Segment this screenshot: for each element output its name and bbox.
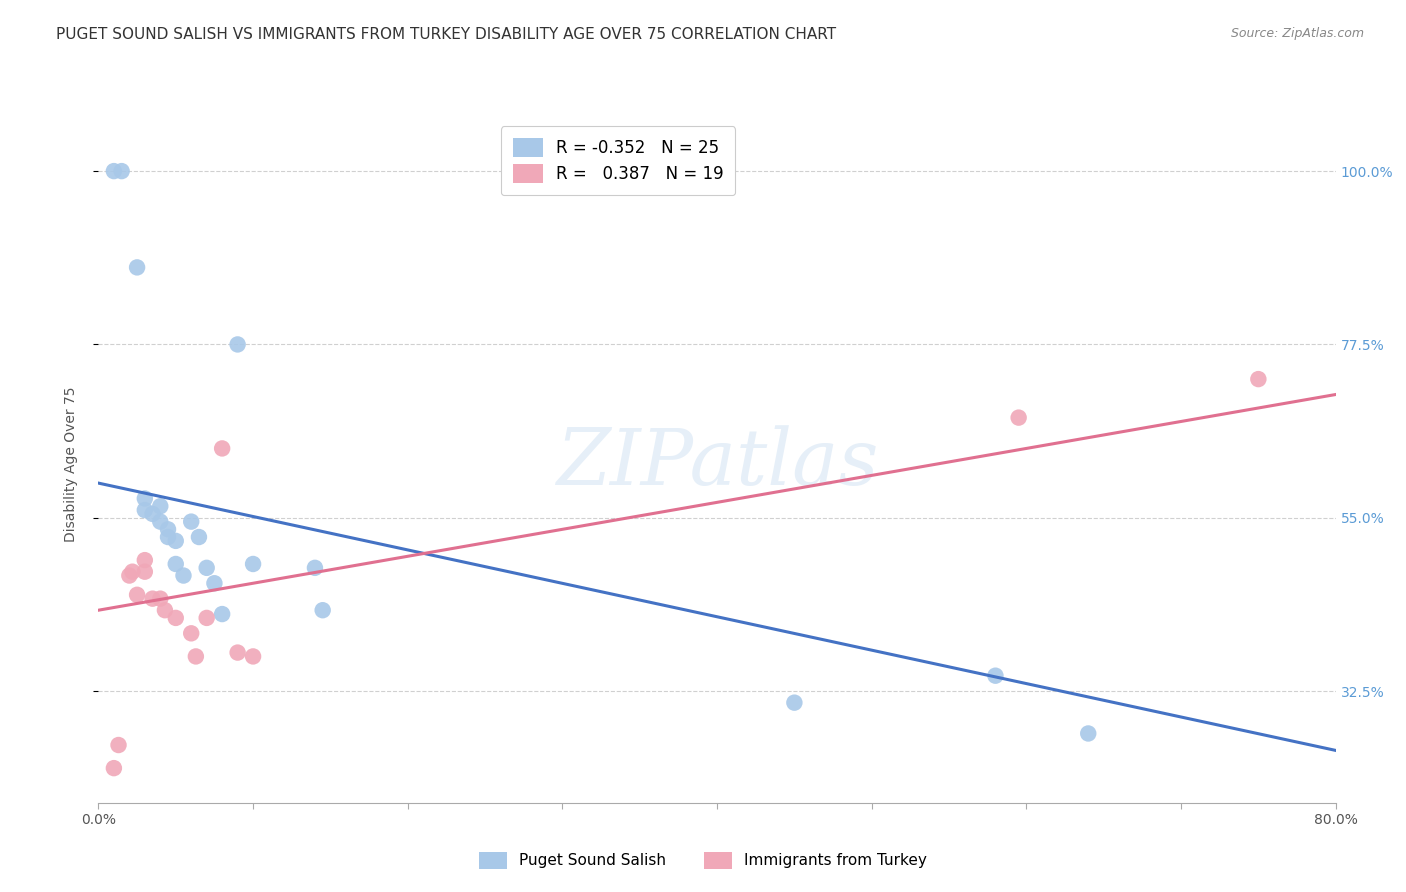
Point	[149, 500, 172, 514]
Legend: Puget Sound Salish, Immigrants from Turkey: Puget Sound Salish, Immigrants from Turk…	[468, 841, 938, 880]
Point	[195, 561, 218, 575]
Point	[1247, 372, 1270, 386]
Point	[1077, 726, 1099, 740]
Text: Source: ZipAtlas.com: Source: ZipAtlas.com	[1230, 27, 1364, 40]
Point	[180, 626, 202, 640]
Text: PUGET SOUND SALISH VS IMMIGRANTS FROM TURKEY DISABILITY AGE OVER 75 CORRELATION : PUGET SOUND SALISH VS IMMIGRANTS FROM TU…	[56, 27, 837, 42]
Point	[173, 568, 195, 582]
Point	[157, 522, 180, 536]
Point	[149, 515, 172, 529]
Point	[142, 591, 165, 606]
Point	[103, 761, 125, 775]
Point	[1007, 410, 1029, 425]
Point	[211, 607, 233, 621]
Point	[127, 588, 149, 602]
Point	[226, 337, 249, 351]
Point	[188, 530, 211, 544]
Point	[165, 611, 187, 625]
Point	[134, 565, 156, 579]
Point	[149, 591, 172, 606]
Point	[312, 603, 335, 617]
Point	[180, 515, 202, 529]
Y-axis label: Disability Age Over 75: Disability Age Over 75	[63, 386, 77, 541]
Point	[984, 669, 1007, 683]
Point	[783, 696, 806, 710]
Text: ZIPatlas: ZIPatlas	[555, 425, 879, 502]
Point	[118, 568, 141, 582]
Point	[211, 442, 233, 456]
Point	[121, 565, 143, 579]
Point	[107, 738, 129, 752]
Point	[304, 561, 326, 575]
Point	[103, 164, 125, 178]
Point	[226, 646, 249, 660]
Point	[134, 553, 156, 567]
Point	[134, 491, 156, 506]
Point	[204, 576, 226, 591]
Point	[111, 164, 134, 178]
Point	[165, 557, 187, 571]
Point	[242, 557, 264, 571]
Point	[157, 530, 180, 544]
Point	[195, 611, 218, 625]
Point	[242, 649, 264, 664]
Point	[153, 603, 176, 617]
Point	[134, 503, 156, 517]
Point	[165, 533, 187, 548]
Point	[127, 260, 149, 275]
Point	[184, 649, 207, 664]
Point	[142, 507, 165, 521]
Legend: R = -0.352   N = 25, R =   0.387   N = 19: R = -0.352 N = 25, R = 0.387 N = 19	[501, 127, 735, 195]
